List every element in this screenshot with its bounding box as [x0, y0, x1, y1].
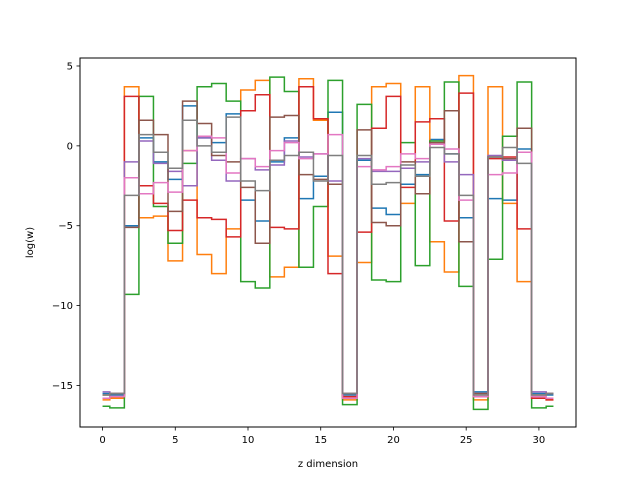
x-axis: 0 5 10 15 20 25 30: [99, 427, 545, 446]
y-axis-label: log(w): [25, 227, 36, 258]
x-tick-label: 15: [314, 435, 327, 446]
x-axis-label: z dimension: [298, 459, 358, 470]
series-line-8: [102, 116, 554, 396]
x-tick-label: 5: [172, 435, 178, 446]
y-tick-label: 5: [67, 61, 73, 72]
plot-frame: [79, 57, 577, 428]
series-line-6: [102, 100, 554, 396]
series-layer: [102, 74, 554, 411]
y-tick-label: −5: [58, 221, 73, 232]
x-tick-label: 20: [387, 435, 400, 446]
series-line-7: [102, 133, 554, 399]
x-tick-label: 25: [460, 435, 473, 446]
x-tick-label: 0: [99, 435, 105, 446]
x-tick-label: 30: [533, 435, 546, 446]
y-tick-label: −15: [52, 381, 73, 392]
y-axis: 5 0 −5 −10 −15: [52, 61, 80, 392]
y-tick-label: −10: [52, 301, 73, 312]
y-tick-label: 0: [67, 141, 73, 152]
x-tick-label: 10: [242, 435, 255, 446]
